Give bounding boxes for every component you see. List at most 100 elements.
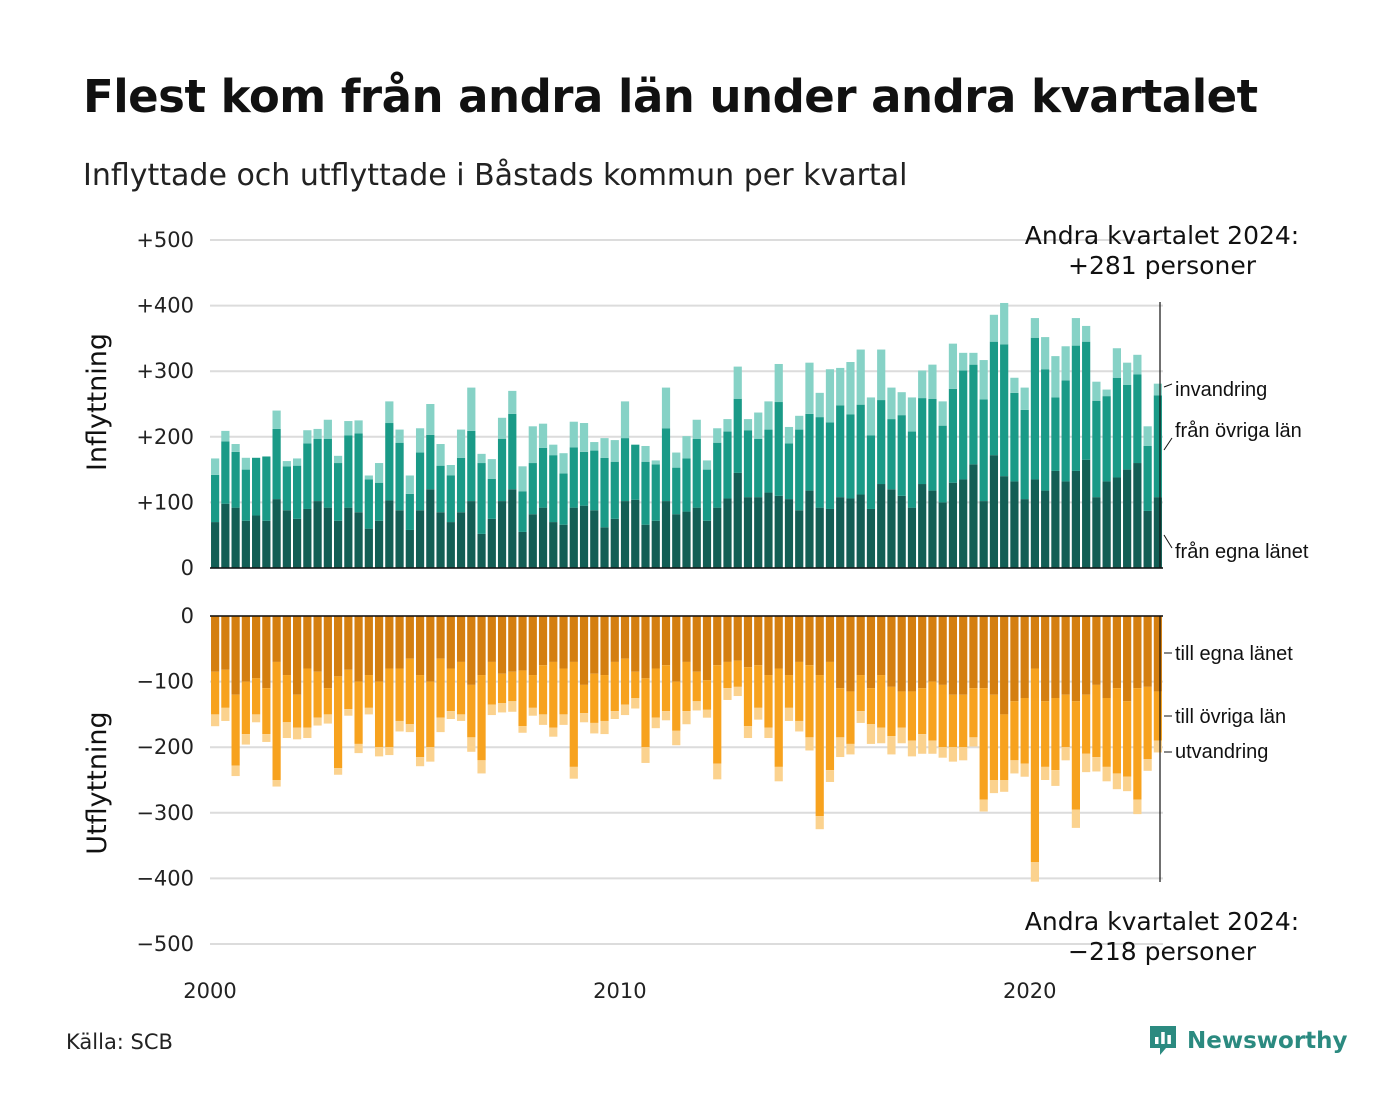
y-tick-label: −300 [136,801,194,825]
bar-out_utvandring [784,707,794,721]
bar-out_ovriga [497,673,507,704]
bar-out_utvandring [651,717,660,729]
bar-in_ovriga [1071,345,1080,471]
bar-in_ovriga [456,457,466,513]
bar-out_ovriga [907,691,917,741]
bar-out_utvandring [1030,862,1040,882]
bar-in_invandring [508,390,517,414]
bar-out_utvandring [1123,776,1132,792]
bar-in_lan [702,520,712,568]
bar-out_lan [989,616,999,695]
bar-out_lan [303,616,312,669]
bar-out_ovriga [733,660,742,687]
bar-out_ovriga [784,675,794,708]
bar-in_lan [795,510,804,568]
bar-in_ovriga [969,364,978,465]
source-note: Källa: SCB [66,1030,173,1054]
bar-in_invandring [682,436,691,459]
bar-in_lan [866,508,876,568]
bar-out_utvandring [733,686,742,697]
bar-in_invandring [795,415,804,430]
annotation-top-line1: Andra kvartalet 2024: [1025,221,1299,250]
y-tick-label: +100 [136,490,194,514]
bar-out_lan [559,616,568,669]
bar-out_lan [262,616,271,689]
bar-in_ovriga [231,451,240,508]
bar-out_ovriga [600,675,609,721]
bar-out_utvandring [590,722,599,734]
bar-out_utvandring [948,747,958,762]
bar-out_ovriga [385,668,394,748]
bar-in_invandring [231,444,240,452]
bar-in_invandring [815,392,824,418]
bar-out_ovriga [887,686,896,737]
bar-out_lan [948,616,958,695]
newsworthy-logo-icon [1150,1026,1176,1055]
bar-out_utvandring [620,704,630,716]
bar-in_invandring [374,463,384,483]
bar-in_ovriga [959,370,968,480]
bar-in_invandring [743,419,753,431]
bar-out_ovriga [948,694,958,748]
bar-in_lan [918,484,927,568]
bar-out_utvandring [979,799,988,812]
bar-out_utvandring [836,737,845,758]
bar-out_utvandring [272,780,281,787]
bar-in_lan [948,482,958,568]
bar-in_lan [497,501,507,568]
bar-out_ovriga [528,675,537,708]
bar-in_lan [446,522,455,568]
bar-out_ovriga [918,688,927,735]
bar-in_invandring [569,421,578,448]
bar-out_ovriga [477,675,486,761]
bar-out_utvandring [1071,809,1080,828]
bar-in_lan [600,527,609,568]
bar-out_lan [1071,616,1080,702]
bar-in_ovriga [795,429,804,511]
bar-out_utvandring [211,714,220,727]
bar-in_ovriga [754,438,763,498]
chart-subtitle: Inflyttade och utflyttade i Båstads komm… [83,158,908,193]
bar-out_ovriga [713,665,722,764]
bar-out_utvandring [723,688,732,700]
bar-out_lan [897,616,906,692]
bar-in_invandring [620,401,630,439]
bar-in_invandring [1010,377,1019,393]
bar-out_lan [354,616,363,682]
bar-in_ovriga [610,461,619,519]
bar-in_lan [1112,477,1121,568]
bar-out_lan [497,616,507,674]
bar-out_ovriga [754,665,763,708]
series-labels: invandring från övriga län från egna län… [1163,379,1309,763]
bar-out_utvandring [631,698,640,709]
bar-out_lan [1051,616,1060,698]
bar-in_ovriga [836,405,845,498]
bar-out_utvandring [487,704,496,716]
y-tick-label: 0 [181,556,194,580]
bar-out_utvandring [774,766,783,782]
bar-in_invandring [497,417,507,439]
bar-in_ovriga [549,455,558,523]
bar-in_lan [1123,469,1132,568]
bar-out_utvandring [374,747,384,757]
bar-out_utvandring [897,727,906,744]
bar-in_ovriga [774,402,783,496]
bar-in_ovriga [907,431,917,508]
bar-in_ovriga [241,469,250,521]
bar-in_ovriga [979,399,988,502]
bar-in_invandring [241,457,250,470]
bar-out_lan [405,616,414,659]
bar-out_ovriga [866,688,876,725]
bar-out_utvandring [477,760,486,774]
bar-out_lan [959,616,968,695]
bar-in_lan [1020,499,1029,568]
bar-in_lan [303,508,312,568]
bar-out_ovriga [1030,668,1040,862]
y-axis-label-bottom: Utflyttning [82,711,113,854]
bar-in_lan [241,520,250,568]
bar-in_invandring [784,426,794,444]
bar-in_lan [815,507,824,568]
bar-out_ovriga [846,691,855,744]
bar-out_ovriga [610,661,619,712]
